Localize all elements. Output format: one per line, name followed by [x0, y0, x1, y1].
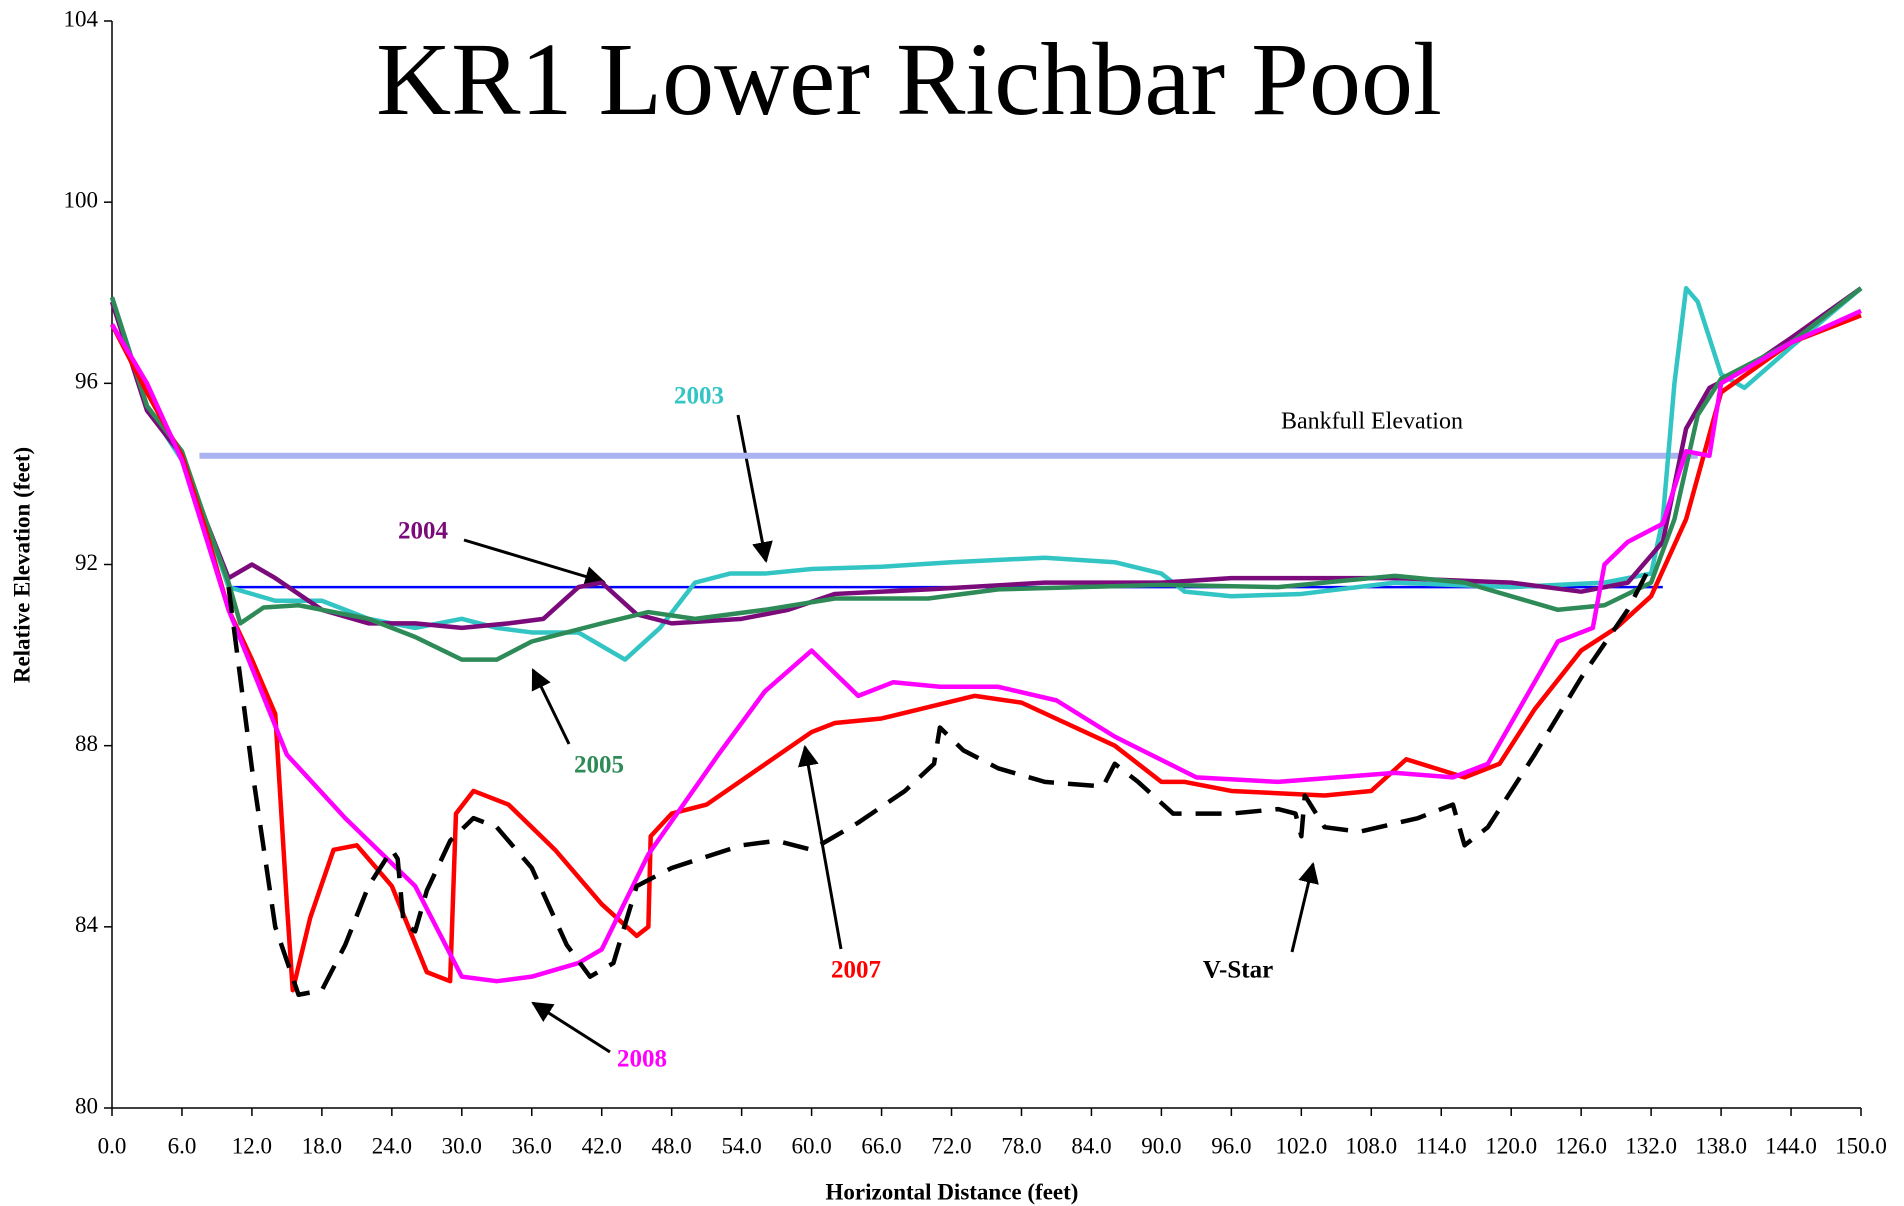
- x-tick-label: 138.0: [1695, 1133, 1747, 1158]
- chart-title: KR1 Lower Richbar Pool: [376, 22, 1442, 137]
- x-tick-label: 54.0: [722, 1133, 762, 1158]
- y-tick-label: 84: [75, 912, 99, 937]
- x-tick-label: 102.0: [1275, 1133, 1327, 1158]
- x-tick-label: 108.0: [1345, 1133, 1397, 1158]
- x-tick-label: 78.0: [1001, 1133, 1041, 1158]
- x-tick-label: 132.0: [1625, 1133, 1677, 1158]
- annotation-arrows: [463, 414, 1319, 1054]
- x-tick-label: 48.0: [652, 1133, 692, 1158]
- x-tick-label: 150.0: [1835, 1133, 1887, 1158]
- x-tick-label: 18.0: [302, 1133, 342, 1158]
- series-line: [109, 285, 1863, 662]
- x-tick-label: 66.0: [861, 1133, 901, 1158]
- y-tick-label: 104: [64, 6, 99, 31]
- x-tick-label: 60.0: [791, 1133, 831, 1158]
- x-tick-label: 6.0: [168, 1133, 197, 1158]
- series-line: [109, 286, 1863, 662]
- series-line: [109, 286, 1863, 631]
- x-tick-label: 96.0: [1211, 1133, 1251, 1158]
- x-tick-label: 0.0: [98, 1133, 127, 1158]
- series-line: [226, 563, 1654, 998]
- x-tick-label: 12.0: [232, 1133, 272, 1158]
- y-axis-label: Relative Elevation (feet): [9, 447, 34, 683]
- x-tick-label: 126.0: [1555, 1133, 1607, 1158]
- series-line: [109, 313, 1862, 993]
- series-label: 2008: [617, 1046, 667, 1073]
- series-label: 2005: [574, 752, 624, 779]
- series-line: [110, 308, 1862, 984]
- x-tick-label: 36.0: [512, 1133, 552, 1158]
- series-label: Bankfull Elevation: [1281, 409, 1463, 435]
- y-tick-label: 80: [75, 1093, 98, 1118]
- x-tick-label: 120.0: [1485, 1133, 1537, 1158]
- x-tick-label: 114.0: [1416, 1133, 1467, 1158]
- x-tick-label: 90.0: [1141, 1133, 1181, 1158]
- series-label: 2004: [398, 518, 449, 545]
- x-axis-label: Horizontal Distance (feet): [826, 1179, 1079, 1204]
- y-tick-label: 96: [75, 369, 98, 394]
- x-tick-label: 144.0: [1765, 1133, 1817, 1158]
- x-tick-label: 24.0: [372, 1133, 412, 1158]
- y-tick-label: 92: [75, 550, 98, 575]
- y-tick-label: 88: [75, 731, 98, 756]
- x-tick-label: 84.0: [1071, 1133, 1111, 1158]
- series-label: V-Star: [1203, 957, 1273, 984]
- series-label: 2003: [674, 383, 724, 410]
- x-tick-label: 42.0: [582, 1133, 622, 1158]
- x-tick-label: 30.0: [442, 1133, 482, 1158]
- series-label: 2007: [831, 957, 881, 984]
- y-tick-label: 100: [64, 187, 99, 212]
- x-tick-label: 72.0: [931, 1133, 971, 1158]
